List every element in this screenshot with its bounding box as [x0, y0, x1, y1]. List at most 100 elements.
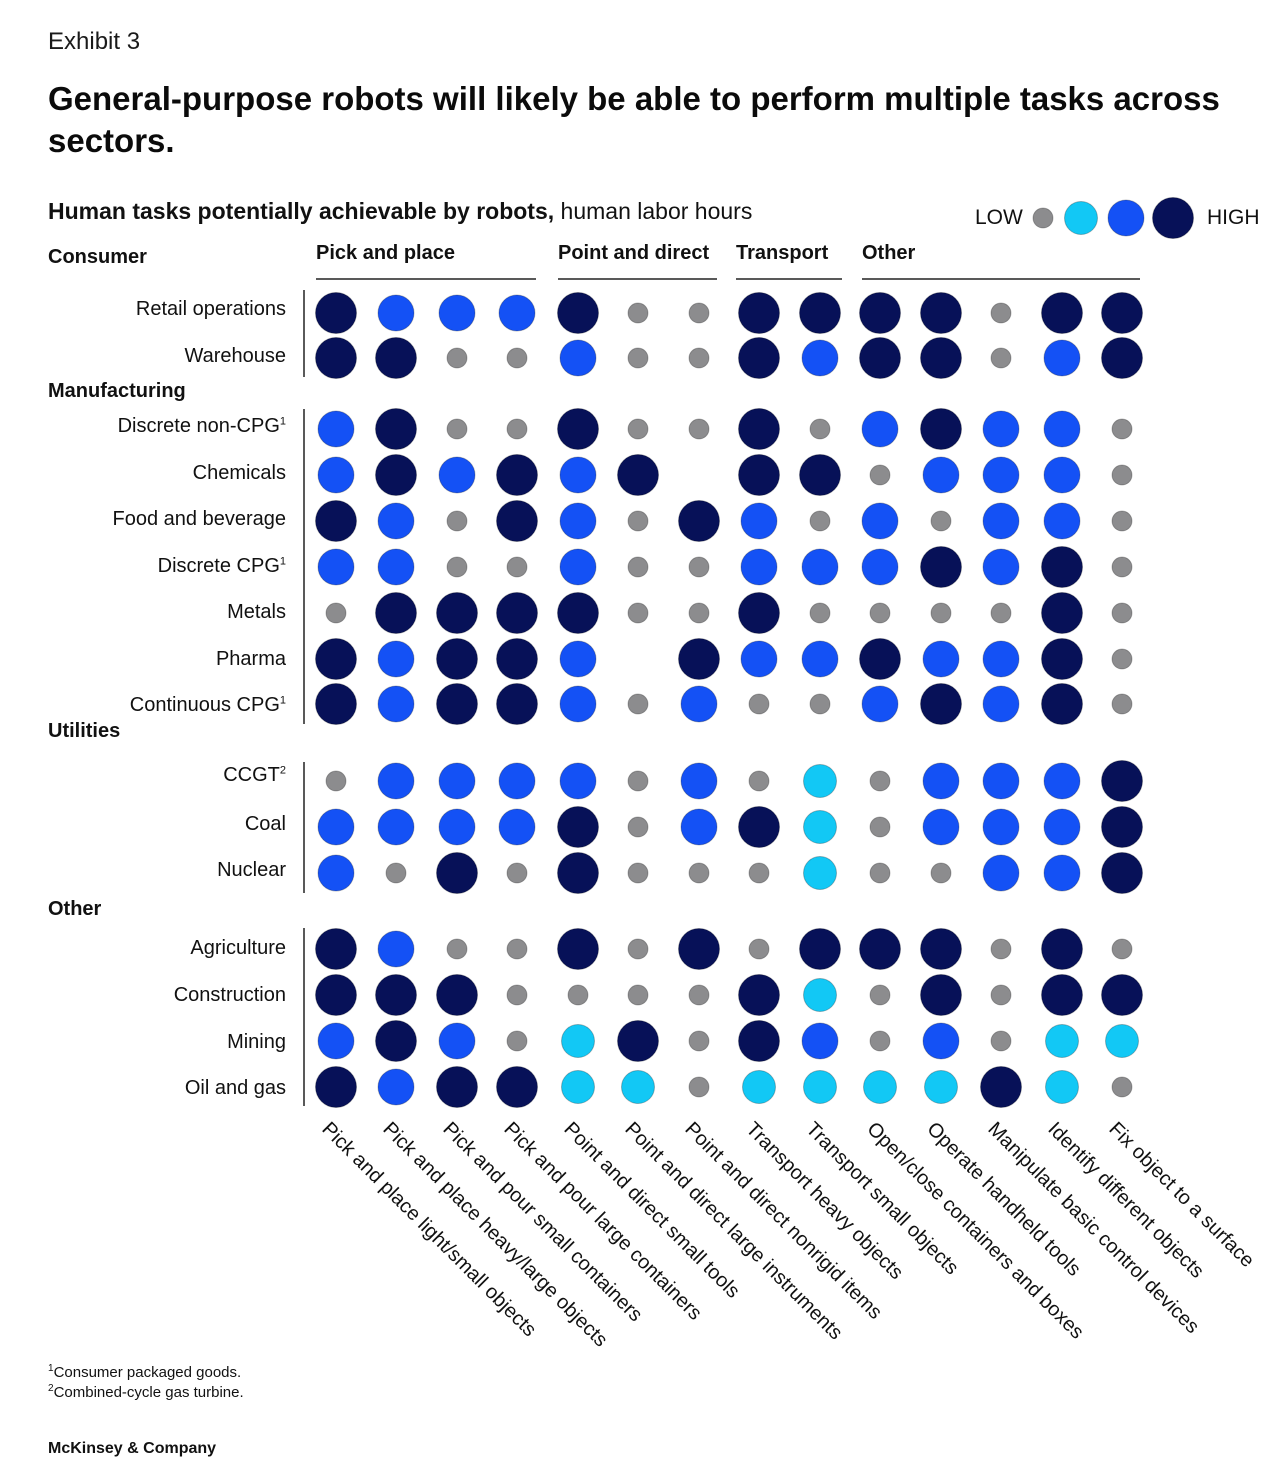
bubble-level-4: [920, 408, 962, 450]
bubble-level-4: [557, 806, 599, 848]
bubble-level-4: [738, 337, 780, 379]
row-label-text: Mining: [227, 1031, 286, 1053]
bubble-level-3: [740, 548, 778, 586]
bubble-level-4: [1041, 292, 1083, 334]
bubble-level-1: [688, 347, 710, 369]
brand-logo-text: McKinsey & Company: [48, 1440, 217, 1457]
bubble-level-3: [317, 808, 355, 846]
chart-subtitle: Human tasks potentially achievable by ro…: [48, 198, 752, 225]
bubble-level-3: [922, 640, 960, 678]
bubble-level-4: [1101, 852, 1143, 894]
bubble-level-1: [990, 984, 1012, 1006]
bubble-level-3: [559, 762, 597, 800]
bubble-level-4: [738, 592, 780, 634]
bubble-level-1: [809, 418, 831, 440]
bubble-level-4: [920, 928, 962, 970]
bubble-level-1: [1111, 556, 1133, 578]
row-label-text: Discrete non-CPG: [117, 415, 280, 437]
bubble-level-1: [1111, 602, 1133, 624]
bubble-level-3: [982, 685, 1020, 723]
bubble-level-3: [982, 640, 1020, 678]
bubble-level-4: [496, 1066, 538, 1108]
bubble-level-1: [1111, 418, 1133, 440]
bubble-level-3: [438, 808, 476, 846]
bubble-level-3: [861, 685, 899, 723]
row-label-text: Agriculture: [190, 937, 286, 959]
bubble-level-3: [377, 1068, 415, 1106]
bubble-level-4: [799, 454, 841, 496]
bubble-level-4: [375, 454, 417, 496]
bubble-level-4: [799, 292, 841, 334]
bubble-level-2: [621, 1070, 655, 1104]
bubble-level-1: [506, 418, 528, 440]
footnote-marker: 1: [48, 1363, 54, 1374]
bubble-level-4: [1041, 638, 1083, 680]
row-label-text: Continuous CPG: [129, 694, 280, 716]
bubble-level-4: [496, 592, 538, 634]
bubble-level-1: [1111, 938, 1133, 960]
bubble-level-3: [740, 502, 778, 540]
bubble-level-3: [498, 808, 536, 846]
bubble-level-3: [377, 294, 415, 332]
bubble-level-1: [506, 556, 528, 578]
row-label-text: CCGT: [223, 764, 280, 786]
bubble-level-4: [557, 408, 599, 450]
bubble-level-1: [990, 347, 1012, 369]
bubble-level-4: [980, 1066, 1022, 1108]
legend-bubble-level-2: [1064, 201, 1098, 235]
row-label: Mining: [227, 1031, 286, 1054]
row-label-text: Food and beverage: [112, 508, 286, 530]
bubble-level-1: [809, 693, 831, 715]
bubble-level-1: [627, 556, 649, 578]
bubble-level-1: [930, 862, 952, 884]
bubble-level-1: [869, 984, 891, 1006]
row-label: Coal: [245, 813, 286, 836]
bubble-level-3: [377, 685, 415, 723]
subtitle-unit: human labor hours: [560, 198, 753, 224]
group-label-pick-and-place: Pick and place: [316, 242, 455, 264]
bubble-level-4: [738, 454, 780, 496]
bubble-level-3: [1043, 808, 1081, 846]
bubble-level-1: [990, 602, 1012, 624]
bubble-level-3: [1043, 456, 1081, 494]
bubble-level-1: [748, 938, 770, 960]
bubble-level-2: [561, 1070, 595, 1104]
bubble-level-1: [325, 770, 347, 792]
bubble-level-1: [446, 556, 468, 578]
bubble-level-4: [315, 500, 357, 542]
bubble-level-1: [506, 984, 528, 1006]
row-label: Construction: [174, 984, 286, 1007]
bubble-level-1: [446, 347, 468, 369]
bubble-level-4: [1041, 546, 1083, 588]
bubble-level-4: [920, 546, 962, 588]
row-label-text: Retail operations: [135, 298, 286, 320]
bubble-level-1: [446, 510, 468, 532]
sector-label-other: Other: [48, 898, 102, 920]
bubble-level-1: [627, 816, 649, 838]
row-label: Retail operations: [136, 298, 286, 321]
bubble-level-2: [742, 1070, 776, 1104]
legend-bubble-level-3: [1107, 199, 1145, 237]
bubble-level-4: [859, 292, 901, 334]
bubble-level-3: [1043, 502, 1081, 540]
bubble-level-3: [317, 1022, 355, 1060]
bubble-level-4: [315, 928, 357, 970]
sector-label-consumer: Consumer: [48, 246, 147, 268]
bubble-level-2: [1045, 1024, 1079, 1058]
bubble-level-2: [1045, 1070, 1079, 1104]
bubble-level-4: [799, 928, 841, 970]
bubble-level-1: [869, 602, 891, 624]
footnote-marker: 2: [48, 1383, 54, 1394]
bubble-level-1: [627, 862, 649, 884]
bubble-level-1: [385, 862, 407, 884]
bubble-level-4: [1101, 760, 1143, 802]
bubble-level-1: [809, 510, 831, 532]
row-label-text: Metals: [227, 601, 286, 623]
chart-title: General-purpose robots will likely be ab…: [48, 80, 1220, 159]
bubble-level-1: [627, 347, 649, 369]
bubble-level-3: [801, 339, 839, 377]
bubble-level-4: [738, 292, 780, 334]
bubble-level-4: [920, 292, 962, 334]
row-label-text: Pharma: [215, 648, 286, 670]
group-label-other: Other: [862, 242, 916, 264]
